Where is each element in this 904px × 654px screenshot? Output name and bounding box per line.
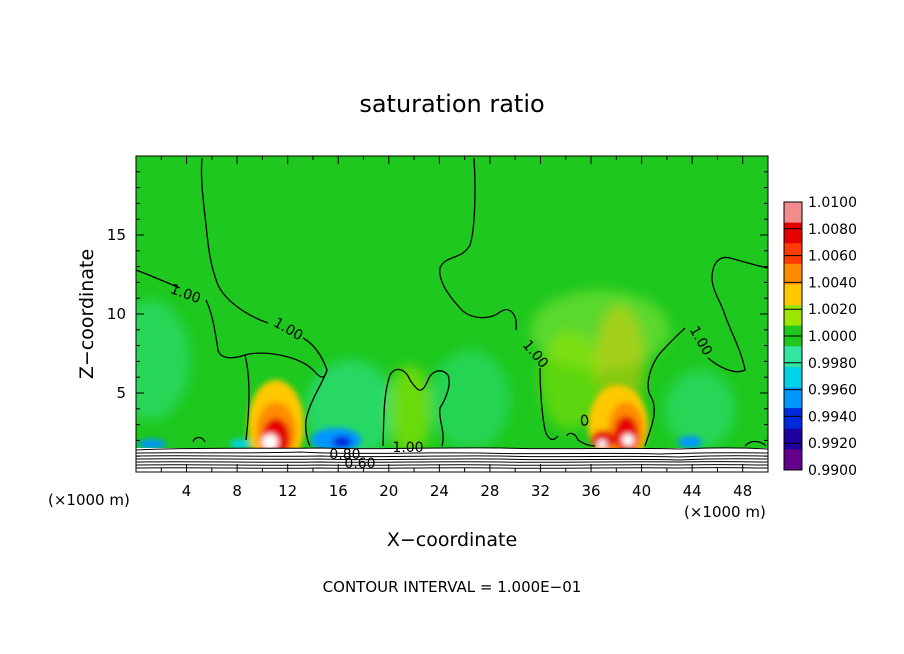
heatmap-hot-region (262, 434, 278, 450)
contour-line (205, 299, 328, 378)
colorbar-swatch (784, 428, 802, 450)
colorbar-swatch (784, 284, 802, 306)
heatmap-cold-region (230, 439, 250, 449)
heatmap-cold-region (678, 436, 702, 448)
contour-line (580, 414, 589, 426)
heatmap-light-region (595, 305, 645, 415)
colorbar: 1.0100 1.0080 1.0060 1.0040 1.0020 1.0000 0.99… (783, 195, 857, 479)
contour-label: 1.00 (392, 440, 423, 456)
y-axis-label: Z−coordinate (76, 249, 98, 379)
heatmap-light-region (136, 300, 190, 420)
x-tick-label: 16 (329, 482, 348, 500)
heatmap-shading (136, 290, 735, 460)
contour-line (744, 440, 767, 447)
contour-line (136, 269, 181, 289)
contour-line (707, 256, 768, 373)
x-tick-label: 8 (232, 482, 242, 500)
contour-line (539, 367, 559, 441)
colorbar-swatch (784, 263, 802, 285)
x-unit-right: (×1000 m) (684, 503, 766, 521)
contour-line (382, 368, 450, 447)
surface-contour-line (136, 447, 768, 451)
x-tick-label: 12 (278, 482, 297, 500)
heatmap-cold-region (332, 436, 352, 448)
colorbar-swatch (784, 222, 802, 244)
colorbar-swatch (784, 346, 802, 368)
x-tick-label: 44 (683, 482, 702, 500)
contour-lines (136, 157, 768, 447)
contour-line (244, 354, 250, 441)
heatmap-cold-region (138, 439, 166, 449)
x-tick-label: 4 (182, 482, 192, 500)
surface-contour-line (136, 451, 768, 455)
colorbar-swatch (784, 243, 802, 265)
contour-line (439, 157, 517, 331)
heatmap-hot-region (614, 416, 638, 452)
colorbar-label: 1.0080 (808, 222, 857, 238)
colorbar-swatch (784, 305, 802, 327)
heatmap-hot-region (591, 430, 615, 450)
colorbar-swatch (784, 387, 802, 409)
colorbar-label: 1.0000 (808, 329, 857, 345)
x-axis-label: X−coordinate (387, 529, 517, 551)
colorbar-label: 1.0020 (808, 302, 857, 318)
x-tick-label: 24 (430, 482, 449, 500)
y-tick-label: 15 (107, 226, 126, 244)
surface-contour-line (136, 467, 768, 469)
x-tick-label: 48 (733, 482, 752, 500)
contour-line (644, 327, 686, 447)
colorbar-label: 0.9940 (808, 409, 857, 425)
colorbar-label: 0.9900 (808, 463, 857, 479)
heatmap-field: 1.00 1.00 1.00 1.00 1.00 0.80 0.60 (136, 156, 768, 472)
colorbar-label: 0.9960 (808, 383, 857, 399)
chart-title: saturation ratio (359, 90, 544, 118)
heatmap-hot-region (597, 440, 607, 448)
contour-line (200, 157, 269, 324)
x-tick-label: 28 (480, 482, 499, 500)
contour-line (192, 436, 206, 443)
contour-label: 0.80 (329, 447, 360, 463)
contour-interval-footer: CONTOUR INTERVAL = 1.000E−01 (323, 578, 582, 596)
surface-contour-line (136, 455, 768, 458)
surface-contour-line (136, 464, 768, 466)
x-unit-left: (×1000 m) (48, 491, 130, 509)
colorbar-label: 0.9980 (808, 356, 857, 372)
y-tick-group: 5 10 15 (107, 155, 768, 473)
surface-contour-line (136, 461, 768, 463)
colorbar-swatch (784, 449, 802, 471)
surface-contour-line (136, 458, 768, 461)
y-tick-label: 5 (116, 384, 126, 402)
heatmap-light-region (540, 330, 600, 430)
contour-line (566, 432, 596, 447)
x-tick-label: 36 (581, 482, 600, 500)
colorbar-swatch (784, 408, 802, 430)
x-tick-label: 32 (531, 482, 550, 500)
surface-contour-stack (136, 447, 768, 469)
colorbar-label: 0.9920 (808, 436, 857, 452)
x-tick-group: 4 8 12 16 20 24 28 32 36 40 44 48 (135, 156, 769, 500)
colorbar-label: 1.0040 (808, 275, 857, 291)
x-tick-label: 20 (379, 482, 398, 500)
heatmap-light-region (388, 365, 432, 455)
heatmap-hotspots (138, 380, 702, 470)
colorbar-label: 1.0100 (808, 195, 857, 211)
heatmap-light-region (430, 350, 510, 450)
y-tick-label: 10 (107, 305, 126, 323)
heatmap-hot-region (622, 434, 634, 446)
x-tick-label: 40 (632, 482, 651, 500)
contour-line (305, 369, 328, 447)
colorbar-swatch (784, 202, 802, 224)
colorbar-label: 1.0060 (808, 249, 857, 265)
colorbar-swatch (784, 366, 802, 389)
contour-label: 0.60 (344, 456, 375, 472)
heatmap-light-region (665, 370, 735, 450)
